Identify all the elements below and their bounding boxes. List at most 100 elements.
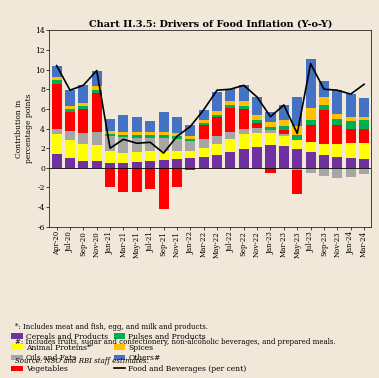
Bar bbox=[132, 162, 142, 168]
Bar bbox=[145, 168, 155, 189]
Bar bbox=[199, 148, 209, 157]
Bar bbox=[105, 136, 115, 151]
Bar bbox=[252, 115, 262, 120]
Bar bbox=[132, 152, 142, 162]
Bar bbox=[145, 121, 155, 132]
Bar bbox=[132, 138, 142, 152]
Bar bbox=[65, 90, 75, 106]
Bar bbox=[279, 146, 289, 168]
Bar bbox=[105, 151, 115, 163]
Bar bbox=[346, 117, 356, 121]
Bar bbox=[332, 119, 342, 125]
Bar bbox=[172, 139, 182, 151]
Bar bbox=[359, 143, 369, 159]
Bar bbox=[92, 86, 102, 90]
Bar bbox=[212, 111, 222, 115]
Bar bbox=[52, 77, 62, 81]
Bar bbox=[119, 132, 128, 135]
Bar bbox=[158, 138, 169, 151]
Bar bbox=[105, 119, 115, 132]
Bar bbox=[132, 168, 142, 192]
Bar bbox=[78, 103, 88, 106]
Bar bbox=[265, 145, 276, 168]
Bar bbox=[65, 106, 75, 109]
Bar bbox=[199, 125, 209, 139]
Bar bbox=[332, 125, 342, 144]
Bar bbox=[145, 132, 155, 135]
Bar bbox=[158, 112, 169, 132]
Bar bbox=[226, 105, 235, 108]
Bar bbox=[185, 158, 195, 168]
Bar bbox=[119, 135, 128, 137]
Bar bbox=[265, 127, 276, 130]
Bar bbox=[305, 125, 316, 142]
Bar bbox=[78, 161, 88, 168]
Bar bbox=[185, 141, 195, 151]
Bar bbox=[145, 138, 155, 151]
Bar bbox=[185, 151, 195, 158]
Bar bbox=[52, 66, 62, 77]
Bar bbox=[305, 59, 316, 108]
Bar bbox=[292, 97, 302, 125]
Bar bbox=[132, 132, 142, 135]
Bar bbox=[78, 133, 88, 144]
Y-axis label: Contribution in
percentage points: Contribution in percentage points bbox=[16, 94, 33, 163]
Bar bbox=[305, 168, 316, 173]
Bar bbox=[145, 135, 155, 138]
Bar bbox=[199, 120, 209, 122]
Bar bbox=[292, 125, 302, 135]
Bar bbox=[292, 135, 302, 140]
Bar bbox=[65, 140, 75, 158]
Bar bbox=[199, 122, 209, 125]
Bar bbox=[92, 132, 102, 145]
Bar bbox=[158, 135, 169, 138]
Bar bbox=[158, 151, 169, 160]
Bar bbox=[319, 110, 329, 144]
Bar bbox=[279, 125, 289, 130]
Bar bbox=[292, 149, 302, 168]
Bar bbox=[119, 137, 128, 153]
Bar bbox=[359, 168, 369, 174]
Bar bbox=[226, 139, 235, 152]
Bar bbox=[239, 129, 249, 135]
Bar bbox=[119, 168, 128, 192]
Bar bbox=[78, 85, 88, 103]
Bar bbox=[92, 93, 102, 132]
Bar bbox=[226, 89, 235, 101]
Bar bbox=[305, 108, 316, 120]
Bar bbox=[359, 117, 369, 120]
Bar bbox=[132, 117, 142, 132]
Bar bbox=[212, 115, 222, 117]
Bar bbox=[52, 135, 62, 154]
Bar bbox=[199, 157, 209, 168]
Bar bbox=[279, 130, 289, 135]
Bar bbox=[346, 129, 356, 143]
Bar bbox=[319, 168, 329, 176]
Text: *: Includes meat and fish, egg, and milk and products.: *: Includes meat and fish, egg, and milk… bbox=[15, 323, 208, 331]
Bar bbox=[346, 158, 356, 168]
Bar bbox=[92, 71, 102, 86]
Bar bbox=[78, 106, 88, 109]
Bar bbox=[332, 144, 342, 157]
Bar bbox=[332, 168, 342, 178]
Bar bbox=[239, 135, 249, 149]
Bar bbox=[105, 168, 115, 187]
Bar bbox=[52, 84, 62, 129]
Bar bbox=[346, 94, 356, 117]
Bar bbox=[252, 97, 262, 115]
Bar bbox=[212, 144, 222, 155]
Bar bbox=[199, 139, 209, 148]
Title: Chart II.3.5: Drivers of Food Inflation (Y-o-Y): Chart II.3.5: Drivers of Food Inflation … bbox=[89, 19, 332, 28]
Bar bbox=[305, 152, 316, 168]
Bar bbox=[52, 81, 62, 84]
Bar bbox=[185, 139, 195, 141]
Bar bbox=[359, 120, 369, 129]
Bar bbox=[265, 122, 276, 127]
Bar bbox=[239, 149, 249, 168]
Bar bbox=[319, 81, 329, 97]
Bar bbox=[105, 163, 115, 168]
Bar bbox=[305, 120, 316, 125]
Bar bbox=[65, 158, 75, 168]
Bar bbox=[172, 117, 182, 133]
Bar bbox=[185, 136, 195, 139]
